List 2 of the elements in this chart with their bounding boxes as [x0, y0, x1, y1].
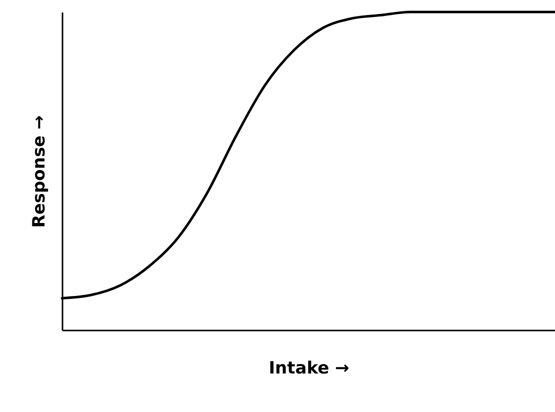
x-axis-title: Intake →: [268, 358, 350, 378]
y-axis-title: Response →: [30, 115, 50, 228]
